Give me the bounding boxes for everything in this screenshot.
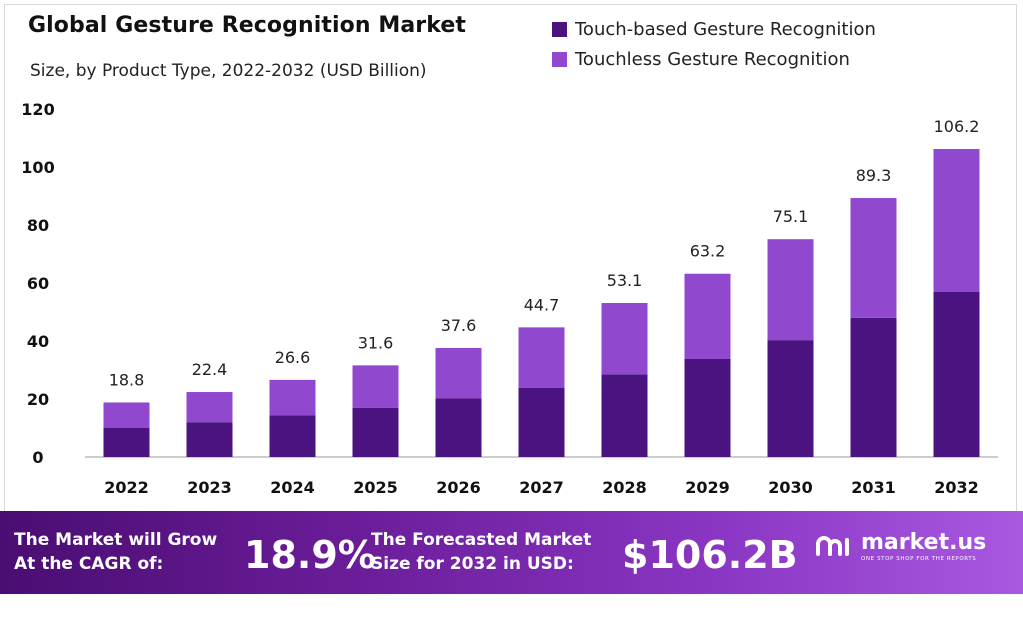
- x-tick-label: 2032: [934, 478, 979, 497]
- legend-item-touch: Touch-based Gesture Recognition: [552, 14, 876, 44]
- x-tick-label: 2027: [519, 478, 564, 497]
- bar-touchless: [684, 273, 731, 359]
- forecast-value: $106.2B: [622, 533, 798, 577]
- logo-name: market.us: [861, 530, 987, 555]
- bar-total-label: 22.4: [192, 360, 228, 379]
- legend-label-touch: Touch-based Gesture Recognition: [575, 18, 876, 40]
- bar-total-label: 89.3: [856, 166, 892, 185]
- bar-touchless: [601, 303, 648, 375]
- bar-total-label: 63.2: [690, 242, 726, 261]
- x-tick-label: 2022: [104, 478, 149, 497]
- x-tick-label: 2026: [436, 478, 481, 497]
- bar-touch-based: [103, 428, 150, 457]
- x-tick-label: 2023: [187, 478, 232, 497]
- legend-swatch-touch: [552, 21, 567, 37]
- bar-total-label: 44.7: [524, 295, 560, 314]
- bar-touch-based: [352, 407, 399, 457]
- forecast-caption-line2: Size for 2032 in USD:: [371, 554, 574, 574]
- bar-touch-based: [850, 317, 897, 457]
- forecast-caption: The Forecasted Market Size for 2032 in U…: [371, 528, 591, 576]
- x-tick-label: 2030: [768, 478, 813, 497]
- market-us-logo[interactable]: market.us ONE STOP SHOP FOR THE REPORTS: [813, 531, 986, 563]
- bar-touch-based: [269, 415, 316, 457]
- bar-chart: 0 20 40 60 80 100 120 18.8 2022 22.4 2023 26.6 2024 3…: [21, 100, 998, 497]
- cagr-caption-line2: At the CAGR of:: [14, 554, 164, 574]
- bar-touch-based: [684, 358, 731, 457]
- x-tick-label: 2028: [602, 478, 647, 497]
- cagr-caption: The Market will Grow At the CAGR of:: [14, 528, 217, 576]
- bar-touchless: [186, 392, 233, 423]
- y-tick-label: 0: [32, 448, 43, 467]
- x-tick-label: 2031: [851, 478, 896, 497]
- bar-total-label: 106.2: [934, 117, 980, 136]
- y-tick-label: 20: [27, 390, 49, 409]
- bar-total-label: 18.8: [109, 370, 145, 389]
- bar-touchless: [518, 327, 565, 388]
- y-tick-label: 100: [21, 158, 54, 177]
- x-tick-label: 2029: [685, 478, 730, 497]
- bar-touchless: [103, 402, 150, 428]
- bar-touch-based: [435, 398, 482, 457]
- cagr-caption-line1: The Market will Grow: [14, 530, 218, 550]
- chart-subtitle: Size, by Product Type, 2022-2032 (USD Bi…: [30, 61, 427, 81]
- bar-touchless: [933, 149, 980, 292]
- bar-touch-based: [518, 387, 565, 457]
- legend-item-touchless: Touchless Gesture Recognition: [552, 44, 876, 74]
- y-tick-label: 60: [27, 274, 49, 293]
- footer-banner: The Market will Grow At the CAGR of: 18.…: [0, 511, 1023, 594]
- bar-touchless: [352, 365, 399, 408]
- market-us-logo-icon: [816, 536, 849, 556]
- bar-total-label: 37.6: [441, 316, 477, 335]
- x-tick-label: 2024: [270, 478, 315, 497]
- logo-tagline: ONE STOP SHOP FOR THE REPORTS: [861, 556, 977, 562]
- bar-touch-based: [601, 374, 648, 457]
- y-tick-label: 40: [27, 332, 49, 351]
- bar-touchless: [767, 239, 814, 341]
- bar-touchless: [435, 347, 482, 399]
- bar-total-label: 26.6: [275, 348, 311, 367]
- forecast-caption-line1: The Forecasted Market: [371, 530, 592, 550]
- x-tick-label: 2025: [353, 478, 398, 497]
- y-tick-label: 80: [27, 216, 49, 235]
- bar-total-label: 53.1: [607, 271, 643, 290]
- legend: Touch-based Gesture Recognition Touchles…: [552, 14, 876, 74]
- bar-touch-based: [767, 340, 814, 457]
- cagr-value: 18.9%: [244, 533, 376, 577]
- bar-total-label: 75.1: [773, 207, 809, 226]
- bar-touch-based: [186, 422, 233, 457]
- bar-total-label: 31.6: [358, 333, 394, 352]
- chart-title: Global Gesture Recognition Market: [28, 13, 467, 38]
- legend-label-touchless: Touchless Gesture Recognition: [575, 48, 850, 70]
- bar-touch-based: [933, 291, 980, 457]
- legend-swatch-touchless: [552, 51, 567, 67]
- bar-touchless: [850, 198, 897, 318]
- y-tick-label: 120: [21, 100, 54, 119]
- bar-touchless: [269, 379, 316, 416]
